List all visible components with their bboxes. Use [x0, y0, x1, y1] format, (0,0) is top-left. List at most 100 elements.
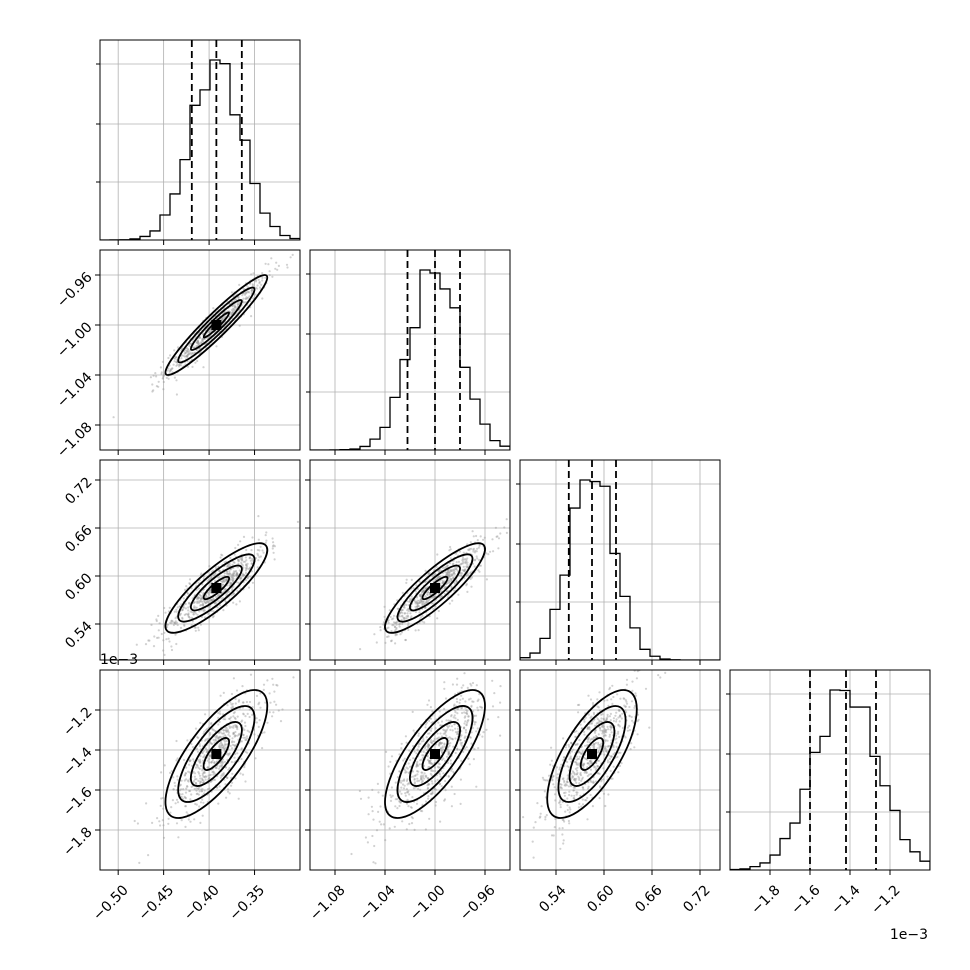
scatter-point: [203, 775, 206, 779]
scatter-point: [463, 711, 466, 714]
scatter-point: [425, 774, 428, 777]
scatter-point: [441, 746, 444, 749]
scatter-point: [617, 751, 620, 754]
scatter-point: [218, 746, 221, 750]
scatter-point: [626, 729, 630, 732]
scatter-point: [199, 780, 202, 783]
scatter-point: [404, 612, 407, 615]
scatter-point: [420, 758, 423, 761]
scatter-point: [600, 742, 603, 745]
scatter-point: [183, 352, 186, 355]
scatter-point: [192, 611, 195, 614]
scatter-point: [245, 292, 248, 295]
scatter-point: [377, 791, 380, 794]
scatter-point: [220, 732, 223, 735]
scatter-point: [221, 580, 224, 583]
scatter-point: [273, 558, 276, 561]
scatter-point: [392, 621, 396, 624]
scatter-point: [239, 540, 242, 543]
scatter-point: [179, 614, 182, 617]
scatter-point: [462, 562, 465, 565]
scatter-point: [465, 560, 468, 563]
scatter-point: [404, 617, 407, 620]
scatter-point: [181, 793, 184, 796]
scatter-point: [242, 712, 245, 715]
scatter-point: [193, 601, 196, 604]
scatter-point: [413, 828, 416, 832]
scatter-point: [620, 717, 623, 720]
scatter-point: [426, 755, 429, 758]
scatter-point: [562, 737, 565, 740]
scatter-point: [231, 743, 234, 746]
scatter-point: [469, 571, 472, 574]
scatter-point: [203, 776, 206, 779]
scatter-point: [235, 570, 238, 573]
scatter-point: [242, 287, 245, 290]
scatter-point: [478, 570, 481, 573]
scatter-point: [156, 817, 159, 820]
scatter-point: [208, 761, 211, 764]
scatter-point: [466, 563, 469, 566]
scatter-point: [470, 742, 473, 745]
scatter-point: [162, 374, 165, 377]
scatter-point: [218, 593, 221, 596]
scatter-point: [232, 715, 235, 718]
scatter-point: [435, 565, 438, 569]
scatter-point: [554, 793, 557, 796]
scatter-point: [249, 556, 252, 559]
scatter-point: [410, 615, 413, 618]
scatter-point: [471, 530, 474, 533]
scatter-point: [228, 717, 231, 720]
scatter-point: [231, 588, 234, 591]
scatter-point: [592, 711, 596, 715]
scatter-point: [198, 343, 201, 346]
scatter-point: [176, 801, 180, 804]
scatter-point: [244, 738, 247, 742]
scatter-point: [459, 563, 462, 566]
scatter-point: [427, 699, 431, 702]
scatter-point: [612, 765, 615, 768]
scatter-point: [544, 818, 547, 821]
scatter-point: [238, 732, 241, 735]
scatter-point: [268, 274, 271, 277]
scatter-point: [575, 758, 578, 761]
scatter-point: [390, 755, 394, 758]
scatter-point: [174, 357, 177, 360]
scatter-point: [412, 729, 415, 732]
scatter-point: [240, 740, 243, 743]
scatter-point: [420, 740, 423, 743]
scatter-point: [232, 561, 235, 564]
scatter-point: [588, 764, 591, 767]
scatter-point: [596, 764, 599, 768]
scatter-point: [560, 787, 564, 790]
scatter-point: [249, 673, 253, 676]
scatter-point: [407, 782, 410, 785]
scatter-point: [454, 727, 457, 730]
scatter-point: [231, 576, 234, 579]
scatter-point: [366, 841, 369, 844]
scatter-point: [232, 733, 235, 736]
scatter-point: [395, 628, 398, 631]
scatter-point: [184, 805, 187, 808]
scatter-point: [447, 575, 450, 578]
scatter-point: [204, 713, 207, 716]
scatter-point: [218, 720, 221, 724]
scatter-point: [588, 728, 591, 731]
scatter-point: [414, 629, 417, 632]
scatter-point: [136, 822, 139, 825]
scatter-point: [430, 792, 433, 795]
scatter-point: [200, 788, 203, 791]
scatter-point: [170, 648, 174, 652]
scatter-point: [449, 759, 452, 762]
scatter-point: [570, 772, 573, 775]
scatter-point: [223, 580, 226, 583]
y-offset-label: 1e−3: [100, 652, 138, 668]
scatter-point: [631, 680, 634, 683]
scatter-point: [226, 776, 229, 779]
scatter-point: [451, 563, 455, 566]
scatter-point: [576, 771, 579, 775]
scatter-point: [193, 772, 197, 775]
scatter-point: [539, 812, 542, 815]
scatter-point: [603, 731, 606, 734]
scatter-point: [246, 562, 249, 565]
